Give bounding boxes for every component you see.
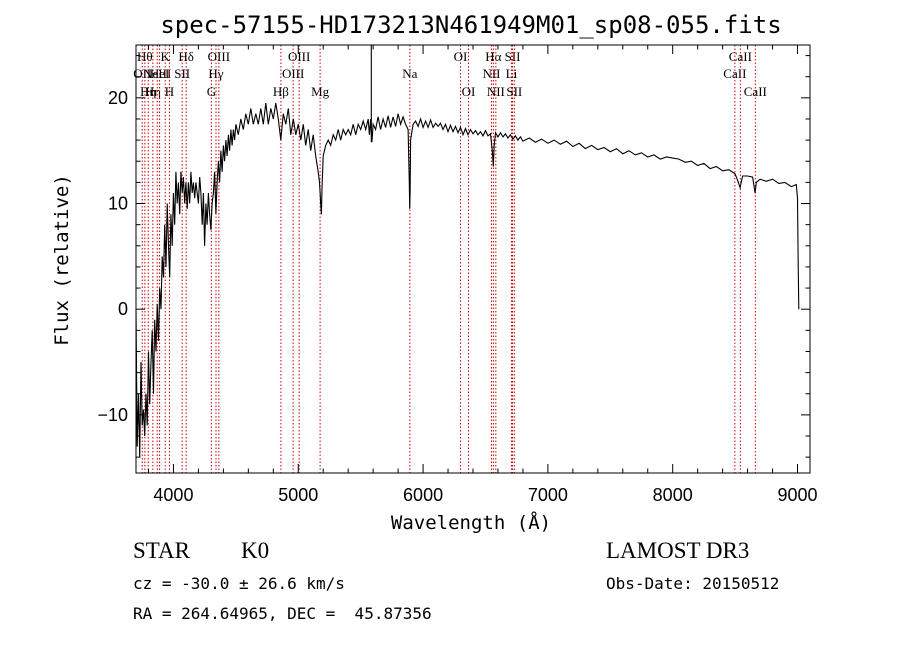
x-tick-label-4000: 4000 bbox=[153, 485, 193, 505]
line-marker-label-18: OI bbox=[454, 49, 468, 64]
line-marker-label-6: K bbox=[161, 49, 171, 64]
spectral-line-markers: OIIHθHηHηNeIIIHeIKHSIIHδGHγOIIIHβOIIIOII… bbox=[133, 45, 767, 473]
line-marker-label-20: NII bbox=[482, 66, 500, 81]
y-axis-label: Flux (relative) bbox=[51, 174, 73, 346]
line-marker-label-1: Hθ bbox=[137, 49, 153, 64]
redshift-velocity: cz = -30.0 ± 26.6 km/s bbox=[133, 574, 345, 593]
y-tick-label-0: 0 bbox=[118, 299, 128, 319]
y-tick-label--10: −10 bbox=[97, 405, 128, 425]
object-class: STAR bbox=[133, 538, 190, 563]
line-marker-label-0: OII bbox=[133, 66, 151, 81]
line-marker-label-15: OIII bbox=[288, 49, 310, 64]
line-marker-label-7: H bbox=[165, 84, 174, 99]
line-marker-label-26: CaII bbox=[723, 66, 746, 81]
survey-name: LAMOST DR3 bbox=[606, 538, 750, 563]
x-tick-label-9000: 9000 bbox=[777, 485, 817, 505]
line-marker-label-14: OIII bbox=[282, 66, 304, 81]
line-marker-label-27: CaII bbox=[729, 49, 752, 64]
line-marker-label-11: Hγ bbox=[208, 66, 223, 81]
x-tick-label-6000: 6000 bbox=[403, 485, 443, 505]
line-marker-label-4: NeIII bbox=[143, 66, 171, 81]
x-axis-label: Wavelength (Å) bbox=[391, 511, 551, 534]
line-marker-label-13: Hβ bbox=[273, 84, 289, 99]
spectrum-series-0 bbox=[135, 103, 800, 458]
line-marker-label-24: SII bbox=[505, 49, 521, 64]
y-tick-label-20: 20 bbox=[108, 88, 128, 108]
plot-frame bbox=[135, 44, 811, 474]
ra-dec-coordinates: RA = 264.64965, DEC = 45.87356 bbox=[133, 604, 432, 623]
x-tick-label-8000: 8000 bbox=[653, 485, 693, 505]
x-tick-label-5000: 5000 bbox=[278, 485, 318, 505]
line-marker-label-16: Mg bbox=[311, 84, 330, 99]
y-tick-label-10: 10 bbox=[108, 194, 128, 214]
line-marker-label-12: OIII bbox=[208, 49, 230, 64]
axis-ticks: 4000 5000 6000 7000 8000 9000 −10 0 10 20 bbox=[97, 45, 818, 505]
x-tick-label-7000: 7000 bbox=[528, 485, 568, 505]
line-marker-label-22: NII bbox=[487, 84, 505, 99]
line-marker-label-5: HeI bbox=[150, 66, 170, 81]
line-marker-label-28: CaII bbox=[744, 84, 767, 99]
observation-date: Obs-Date: 20150512 bbox=[606, 574, 780, 593]
line-marker-label-19: OI bbox=[462, 84, 476, 99]
line-marker-label-23: Li bbox=[506, 66, 518, 81]
line-marker-label-10: G bbox=[207, 84, 216, 99]
line-marker-label-3: Hη bbox=[145, 84, 161, 99]
object-subclass: K0 bbox=[241, 538, 270, 563]
chart-title: spec-57155-HD173213N461949M01_sp08-055.f… bbox=[160, 11, 781, 39]
line-marker-label-9: Hδ bbox=[178, 49, 194, 64]
line-marker-label-17: Na bbox=[402, 66, 417, 81]
line-marker-label-25: SII bbox=[506, 84, 522, 99]
spectrum-series bbox=[135, 45, 800, 458]
line-marker-label-21: Hα bbox=[485, 49, 501, 64]
line-marker-label-8: SII bbox=[174, 66, 190, 81]
